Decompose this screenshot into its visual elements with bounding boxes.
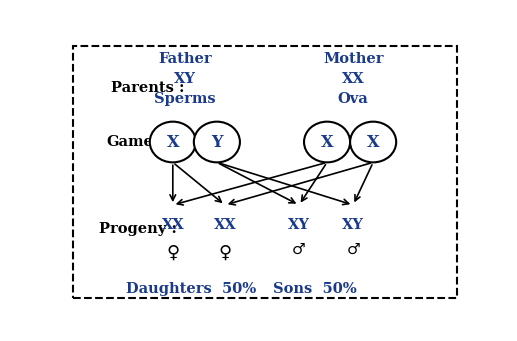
Text: X: X	[321, 134, 333, 150]
Ellipse shape	[304, 122, 350, 162]
Ellipse shape	[194, 122, 240, 162]
Text: Sons  50%: Sons 50%	[273, 282, 357, 296]
Text: Daughters  50%: Daughters 50%	[126, 282, 256, 296]
Text: ♀: ♀	[218, 243, 232, 261]
Text: ♂: ♂	[346, 242, 360, 257]
Text: XX: XX	[214, 218, 236, 232]
Text: XY: XY	[174, 72, 196, 86]
Text: Y: Y	[211, 134, 223, 150]
Text: Mother: Mother	[323, 52, 384, 66]
Ellipse shape	[350, 122, 396, 162]
Text: XY: XY	[342, 218, 364, 232]
Text: X: X	[166, 134, 179, 150]
Text: XX: XX	[342, 72, 364, 86]
Text: Father: Father	[158, 52, 211, 66]
Text: XX: XX	[161, 218, 184, 232]
Text: ♀: ♀	[166, 243, 179, 261]
Text: X: X	[367, 134, 379, 150]
Text: Parents :: Parents :	[111, 81, 184, 95]
Text: Sperms: Sperms	[154, 92, 216, 106]
Ellipse shape	[150, 122, 196, 162]
Text: XY: XY	[288, 218, 310, 232]
Text: Progeny :: Progeny :	[99, 222, 177, 236]
Text: ♂: ♂	[292, 242, 306, 257]
Text: Gametes:: Gametes:	[107, 135, 184, 149]
Text: Ova: Ova	[338, 92, 369, 106]
